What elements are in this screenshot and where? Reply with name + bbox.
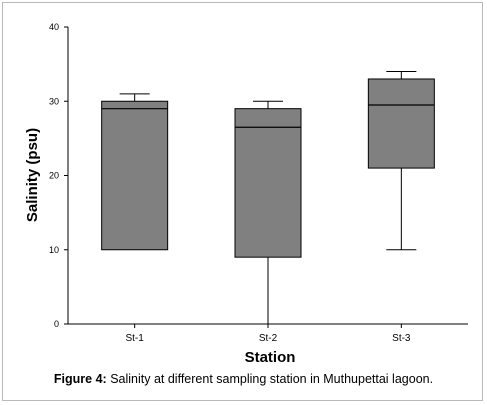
x-tick-label: St-1 <box>125 333 144 344</box>
y-tick-label: 30 <box>49 96 59 106</box>
x-tick-label: St-3 <box>392 333 411 344</box>
x-tick-label: St-2 <box>259 333 278 344</box>
y-tick-label: 0 <box>54 319 59 329</box>
y-tick-label: 20 <box>49 171 59 181</box>
box-st-2 <box>234 100 302 324</box>
box-series <box>101 71 435 324</box>
caption-lead: Figure 4: <box>53 372 107 386</box>
caption-text: Salinity at different sampling station i… <box>110 372 434 386</box>
figure-caption: Figure 4: Salinity at different sampling… <box>0 372 487 386</box>
y-tick-label: 10 <box>49 245 59 255</box>
x-axis-title: Station <box>245 349 296 366</box>
box-iqr <box>367 78 435 169</box>
box-iqr <box>234 108 302 258</box>
y-tick-label: 40 <box>49 22 59 32</box>
box-st-1 <box>101 93 169 251</box>
box-iqr <box>101 100 169 251</box>
box-st-3 <box>367 71 435 251</box>
y-axis-title: Salinity (psu) <box>24 128 41 222</box>
